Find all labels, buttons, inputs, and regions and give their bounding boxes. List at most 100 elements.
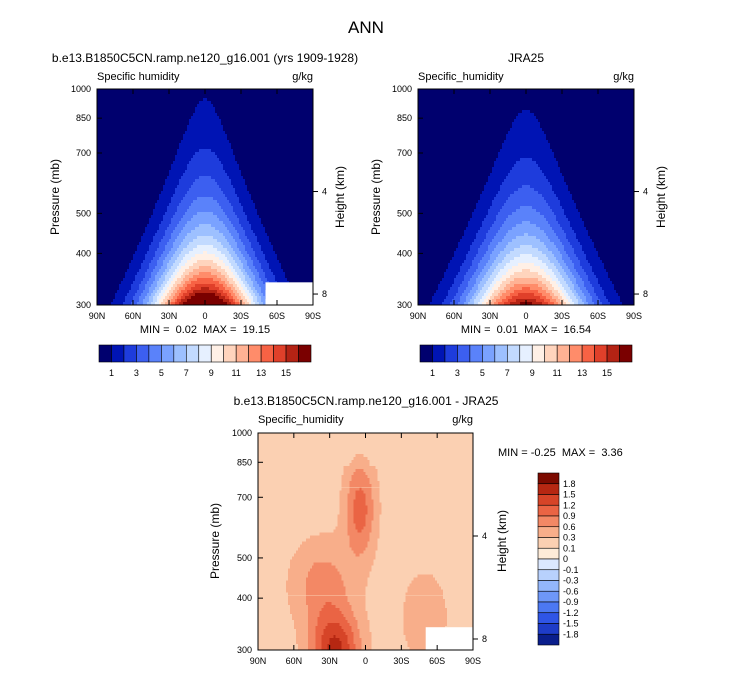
colorbar-label: 1.5 xyxy=(563,490,576,500)
panel-diff-plot-area xyxy=(258,433,474,651)
y-tick-label: 500 xyxy=(237,553,252,563)
panel-obs-axes: 90N 60N 30N 0 30S 60S 90S 300 400 500 700 850 1000 8 4 xyxy=(392,84,648,321)
colorbar-label: 0.1 xyxy=(563,543,576,553)
colorbar-label: 3 xyxy=(455,368,460,378)
x-tick-label: 60S xyxy=(429,656,445,666)
y-right-tick-label: 4 xyxy=(322,187,327,197)
colorbar-swatch xyxy=(210,344,225,363)
figure-title: ANN xyxy=(348,18,384,37)
y-tick-label: 1000 xyxy=(71,84,91,94)
x-tick-label: 30N xyxy=(161,311,178,321)
panel-diff-units-label: g/kg xyxy=(452,414,473,426)
colorbar-swatch xyxy=(444,344,458,363)
panel-model-colorbar: 1 3 5 7 9 11 13 15 xyxy=(98,344,312,378)
y-right-tick-label: 4 xyxy=(643,187,648,197)
colorbar-swatch xyxy=(111,344,125,363)
colorbar-swatch xyxy=(537,547,560,560)
colorbar-label: -1.5 xyxy=(563,619,579,629)
y-right-tick-label: 8 xyxy=(643,289,648,299)
colorbar-label: 0.9 xyxy=(563,511,576,521)
x-tick-label: 90S xyxy=(305,311,321,321)
y-right-tick-label: 8 xyxy=(322,289,327,299)
panel-diff: b.e13.B1850C5CN.ramp.ne120_g16.001 - JRA… xyxy=(208,394,623,666)
colorbar-swatch xyxy=(185,344,200,363)
colorbar-swatch xyxy=(537,526,560,538)
colorbar-swatch xyxy=(432,344,446,363)
colorbar-swatch xyxy=(537,558,560,571)
panel-diff-colorbar: 1.81.51.20.90.60.30.10-0.1-0.3-0.6-0.9-1… xyxy=(537,472,579,646)
y-right-tick-label: 8 xyxy=(482,634,487,644)
y-right-tick-label: 4 xyxy=(482,531,487,541)
y-tick-label: 500 xyxy=(397,208,412,218)
colorbar-label: 13 xyxy=(256,368,266,378)
colorbar-swatch xyxy=(537,601,560,614)
y-tick-label: 1000 xyxy=(392,84,412,94)
colorbar-swatch xyxy=(594,344,608,363)
colorbar-label: 11 xyxy=(553,368,562,378)
colorbar-swatch xyxy=(606,344,620,363)
colorbar-swatch xyxy=(223,344,237,363)
x-tick-label: 60N xyxy=(446,311,463,321)
colorbar-label: -0.1 xyxy=(563,565,579,575)
y-tick-label: 300 xyxy=(237,645,252,655)
panel-obs-colorbar: 1 3 5 7 9 11 13 15 xyxy=(419,344,633,378)
panel-obs-title: JRA25 xyxy=(508,51,544,65)
colorbar-swatch xyxy=(537,515,560,528)
panel-diff-stats: MIN = -0.25 MAX = 3.36 xyxy=(498,447,623,459)
colorbar-swatch xyxy=(519,344,533,363)
colorbar-swatch xyxy=(235,344,249,363)
colorbar-swatch xyxy=(537,623,560,635)
x-tick-label: 0 xyxy=(363,656,368,666)
colorbar-swatch xyxy=(161,344,175,363)
x-tick-label: 90N xyxy=(89,311,106,321)
panel-model-axes: 90N 60N 30N 0 30S 60S 90S 300 400 500 700 850 1000 8 4 xyxy=(71,84,327,321)
colorbar-label: 1.8 xyxy=(563,479,576,489)
panel-model-units-label: g/kg xyxy=(292,71,313,83)
panel-diff-ylabel-right: Height (km) xyxy=(495,510,509,572)
x-tick-label: 30N xyxy=(321,656,338,666)
x-tick-label: 30N xyxy=(482,311,499,321)
colorbar-swatch xyxy=(537,633,560,646)
colorbar-swatch xyxy=(537,472,560,485)
panel-diff-variable-label: Specific_humidity xyxy=(258,414,344,426)
panel-diff-ylabel: Pressure (mb) xyxy=(208,503,222,579)
diff-fill-level-12 xyxy=(321,622,350,650)
y-tick-label: 400 xyxy=(397,248,412,258)
colorbar-swatch xyxy=(537,483,560,495)
colorbar-label: 1.2 xyxy=(563,500,576,510)
diff-fill-level-13 xyxy=(327,634,342,650)
colorbar-label: 3 xyxy=(134,368,139,378)
contour-fill-level-16 xyxy=(183,293,227,305)
colorbar-label: 7 xyxy=(505,368,510,378)
colorbar-label: -0.9 xyxy=(563,597,579,607)
colorbar-swatch xyxy=(248,344,262,363)
panel-model-variable-label: Specific humidity xyxy=(97,71,180,83)
colorbar-swatch xyxy=(136,344,150,363)
colorbar-label: 9 xyxy=(209,368,214,378)
y-tick-label: 400 xyxy=(76,248,91,258)
panel-model-ylabel-right: Height (km) xyxy=(333,166,347,228)
y-tick-label: 500 xyxy=(76,208,91,218)
panel-model-title: b.e13.B1850C5CN.ramp.ne120_g16.001 (yrs … xyxy=(52,51,358,65)
colorbar-swatch xyxy=(537,590,560,603)
colorbar-label: 13 xyxy=(577,368,587,378)
y-tick-label: 850 xyxy=(397,113,412,123)
x-tick-label: 60S xyxy=(590,311,606,321)
colorbar-label: 0 xyxy=(563,554,568,564)
colorbar-swatch xyxy=(419,344,433,363)
colorbar-swatch xyxy=(531,344,546,363)
colorbar-swatch xyxy=(173,344,187,363)
x-tick-label: 30S xyxy=(233,311,249,321)
colorbar-swatch xyxy=(537,494,560,506)
missing-data-mask xyxy=(265,282,314,306)
y-tick-label: 850 xyxy=(76,113,91,123)
y-tick-label: 700 xyxy=(237,492,252,502)
colorbar-swatch xyxy=(457,344,471,363)
colorbar-label: 0.3 xyxy=(563,533,576,543)
colorbar-swatch xyxy=(556,344,570,363)
colorbar-swatch xyxy=(123,344,137,363)
colorbar-label: 1 xyxy=(109,368,114,378)
panel-obs-stats: MIN = 0.01 MAX = 16.54 xyxy=(461,324,591,336)
colorbar-swatch xyxy=(544,344,558,363)
